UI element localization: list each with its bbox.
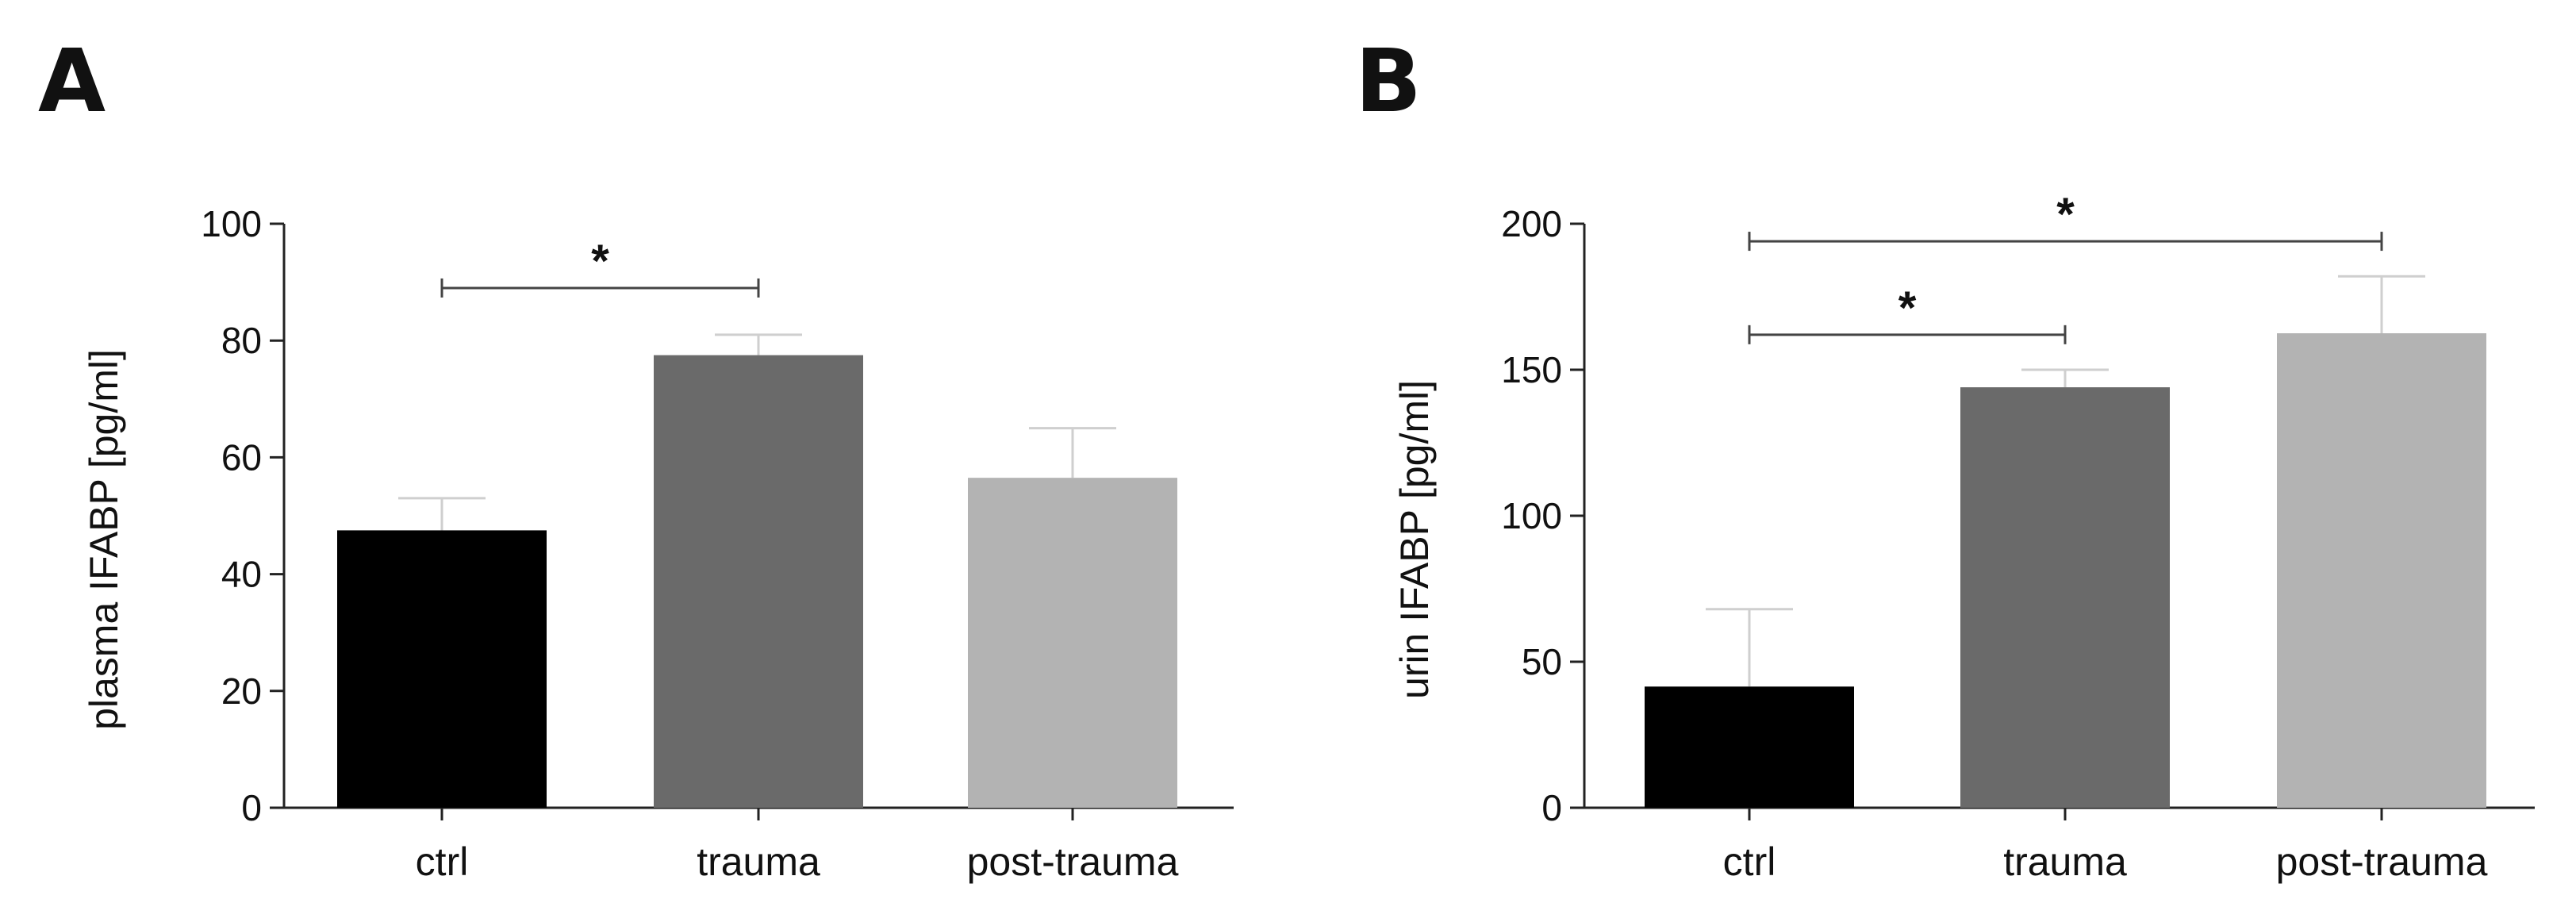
y-tick-label: 200 [1501,203,1562,244]
bar-trauma [1960,387,2170,809]
y-tick-label: 60 [221,436,262,478]
x-tick-label: trauma [2003,839,2127,884]
x-tick-label: post-trauma [2276,839,2488,884]
bar-ctrl [337,530,547,808]
y-tick-label: 20 [221,670,262,712]
significance-star: * [2056,189,2075,240]
y-tick-label: 50 [1522,641,1562,682]
panel-letter: A [38,30,106,132]
panel-letter: B [1355,30,1422,132]
y-axis-title: urin IFABP [pg/ml] [1392,380,1437,699]
significance-star: * [1898,282,1917,334]
x-tick-label: trauma [697,839,820,884]
y-tick-label: 40 [221,554,262,595]
y-tick-label: 100 [1501,495,1562,536]
y-axis-title: plasma IFABP [pg/ml] [82,349,126,730]
bar-ctrl [1645,686,1854,808]
y-tick-label: 150 [1501,349,1562,390]
y-tick-label: 0 [1541,787,1562,828]
bar-post-trauma [968,478,1177,808]
x-tick-label: ctrl [416,839,469,884]
significance-star: * [591,236,609,287]
bar-post-trauma [2277,333,2486,808]
y-tick-label: 80 [221,320,262,361]
bar-trauma [654,355,863,809]
x-tick-label: post-trauma [967,839,1179,884]
y-tick-label: 0 [241,787,262,828]
panel-b: B 0 50 100 150 200 urin IFABP [pg/ml] ctrl traum… [1355,30,2535,884]
y-tick-label: 100 [201,203,262,244]
x-tick-label: ctrl [1723,839,1776,884]
panel-a: A 0 20 40 60 80 100 plasma IFABP [pg/ml] ctrl tra… [38,30,1234,884]
